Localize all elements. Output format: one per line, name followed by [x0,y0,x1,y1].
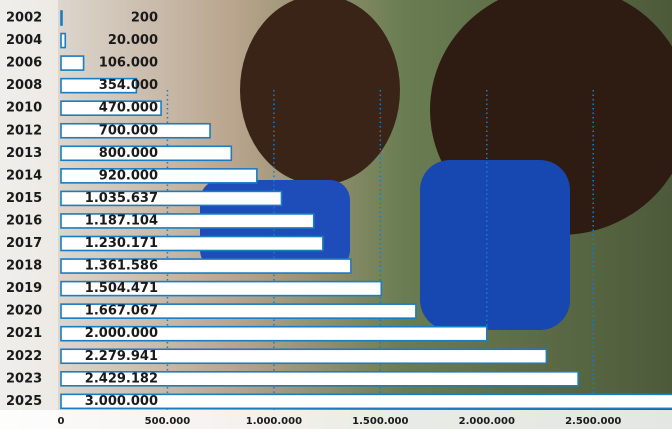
x-tick-label: 1.000.000 [246,416,302,427]
value-label: 1.035.637 [85,191,158,206]
x-tick-label: 1.500.000 [352,416,408,427]
value-label: 2.429.182 [85,371,158,386]
value-label: 1.361.586 [85,259,158,274]
value-label: 2.279.941 [85,349,158,364]
category-label: 2020 [6,304,42,319]
value-label: 1.230.171 [85,236,158,251]
bar [61,34,65,48]
category-label: 2015 [6,191,42,206]
category-label: 2018 [6,259,42,274]
category-label: 2017 [6,236,42,251]
value-label: 354.000 [99,78,158,93]
category-label: 2021 [6,326,42,341]
category-label: 2008 [6,78,42,93]
value-label: 1.504.471 [85,281,158,296]
category-label: 2023 [6,371,42,386]
category-label: 2012 [6,123,42,138]
bar [61,11,62,25]
value-label: 2.000.000 [85,326,158,341]
category-label: 2006 [6,56,42,71]
value-label: 3.000.000 [85,394,158,409]
value-label: 106.000 [99,56,158,71]
category-label: 2014 [6,168,42,183]
category-label: 2022 [6,349,42,364]
category-label: 2004 [6,33,42,48]
chart: 0 500.000 1.000.000 1.500.000 2.000.000 2.500… [0,0,672,429]
value-label: 920.000 [99,168,158,183]
category-label: 2002 [6,11,42,26]
value-label: 1.187.104 [85,213,158,228]
x-tick-label: 500.000 [145,416,191,427]
value-label: 1.667.067 [85,304,158,319]
category-label: 2016 [6,213,42,228]
category-label: 2025 [6,394,42,409]
x-tick-label: 2.500.000 [565,416,621,427]
value-label: 20.000 [108,33,158,48]
category-label: 2019 [6,281,42,296]
value-label: 800.000 [99,146,158,161]
category-label: 2013 [6,146,42,161]
value-label: 470.000 [99,101,158,116]
value-label: 700.000 [99,123,158,138]
value-label: 200 [131,11,158,26]
bar [61,169,257,183]
x-tick-label: 0 [58,416,65,427]
x-tick-label: 2.000.000 [459,416,515,427]
category-label: 2010 [6,101,42,116]
bar [61,56,84,70]
